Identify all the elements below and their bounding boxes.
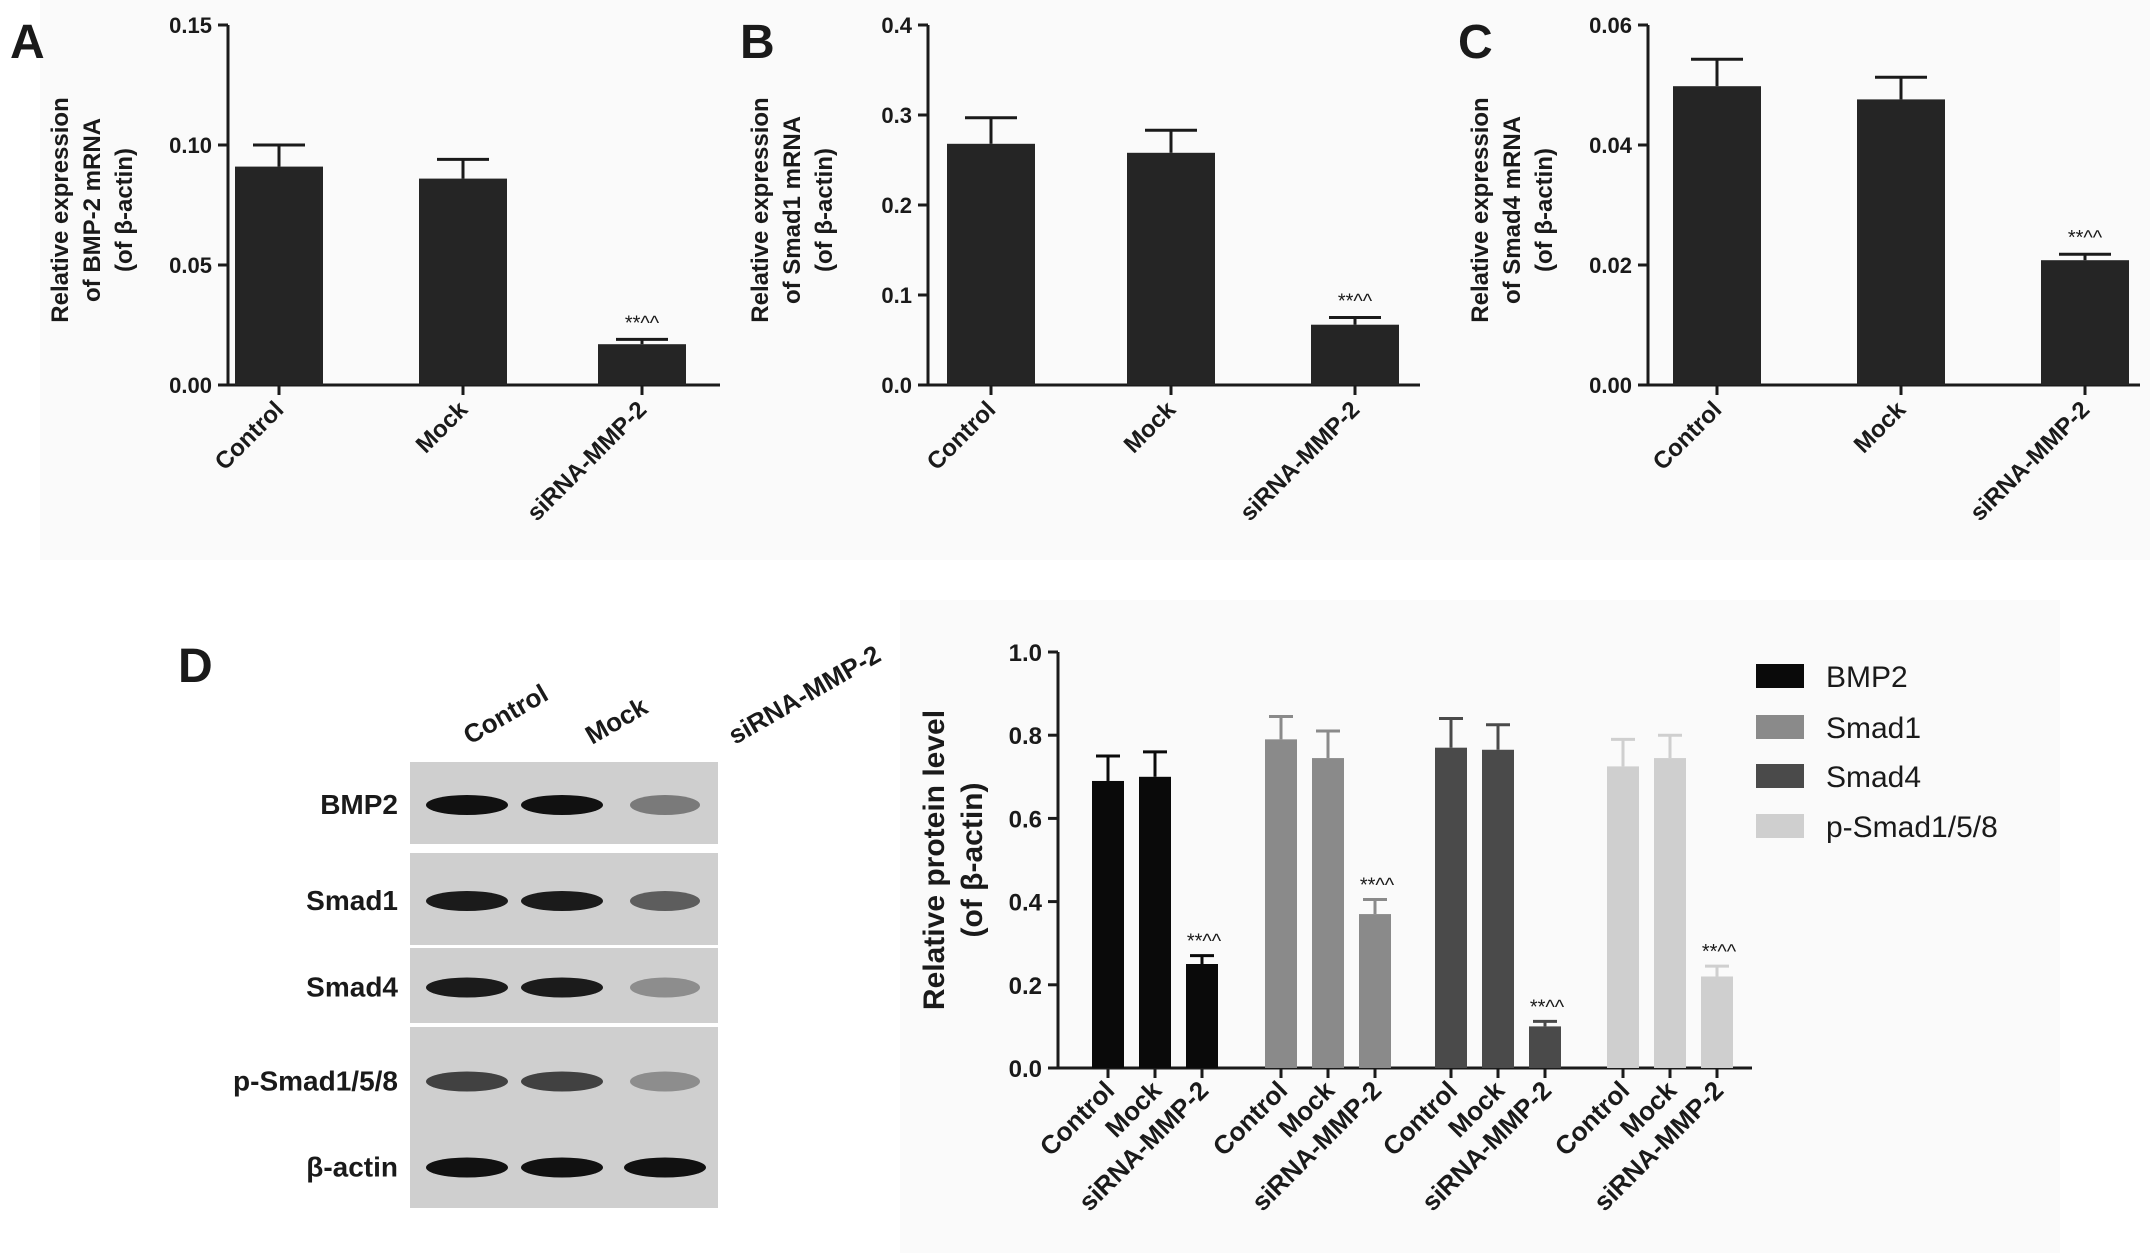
y-axis-title: of BMP-2 mRNA [79,118,106,302]
band-label: p-Smad1/5/8 [233,1066,398,1097]
y-axis-title: (of β-actin) [111,148,138,272]
blot-band [521,977,603,998]
legend-swatch [1756,664,1804,688]
blot-band [426,977,508,998]
significance-label: **^^ [1187,931,1222,953]
y-tick-label: 0.02 [1589,253,1632,278]
bar-control [1673,86,1761,385]
bar-p-smad1-5-8 [1654,758,1686,1068]
bar-smad1 [1312,758,1344,1068]
bar-p-smad1-5-8 [1701,976,1733,1068]
y-tick-label: 0.0 [1009,1056,1042,1083]
blot-band [426,891,508,911]
significance-label: **^^ [1338,291,1373,313]
y-tick-label: 0.2 [881,193,912,218]
bar-bmp2 [1139,776,1171,1068]
blot-band [630,977,700,998]
y-tick-label: 0.0 [881,373,912,398]
band-label: Smad4 [306,972,398,1003]
significance-label: **^^ [1530,996,1565,1018]
y-tick-label: 0.00 [1589,373,1632,398]
panel-label-b: B [740,16,775,69]
blot-band [426,795,508,815]
band-label: BMP2 [320,789,398,820]
blot-band [624,1157,706,1178]
bar-sirna-mmp-2 [1311,324,1399,385]
bar-bmp2 [1092,780,1124,1068]
y-tick-label: 0.10 [169,133,212,158]
blot-band [630,795,700,815]
y-tick-label: 0.05 [169,253,212,278]
blot-band [426,1071,508,1092]
y-tick-label: 0.15 [169,13,212,38]
significance-label: **^^ [1702,941,1737,963]
bar-smad1 [1359,914,1391,1068]
y-tick-label: 0.6 [1009,806,1042,833]
panel-label-d: D [178,640,213,693]
bar-control [235,166,323,385]
y-axis-title: Relative expression [47,97,74,322]
legend-swatch [1756,764,1804,788]
legend-label: p-Smad1/5/8 [1826,811,1998,844]
blot-band [521,1071,603,1092]
blot-band [630,891,700,911]
panel-label-a: A [10,16,45,69]
band-label: β-actin [306,1152,398,1183]
y-axis-title: (of β-actin) [811,148,838,272]
y-tick-label: 0.2 [1009,973,1042,1000]
bar-mock [419,178,507,385]
blot-band [521,1157,603,1178]
y-tick-label: 0.4 [1009,890,1043,917]
y-axis-title: of Smad4 mRNA [1499,116,1526,304]
y-tick-label: 0.3 [881,103,912,128]
panel-c-chart: C 0.00 0.02 0.04 0.06 Relative expression of S… [1458,13,2140,527]
bar-mock [1857,99,1945,386]
y-axis-title: Relative expression [747,97,774,322]
bar-smad4 [1529,1026,1561,1068]
legend-label: Smad4 [1826,761,1921,794]
bar-smad1 [1265,739,1297,1068]
bar-mock [1127,152,1215,385]
bar-control [947,143,1035,385]
legend-label: Smad1 [1826,712,1921,745]
y-axis-title: (of β-actin) [1531,148,1558,272]
bar-p-smad1-5-8 [1607,766,1639,1068]
bar-sirna-mmp-2 [598,344,686,385]
legend-swatch [1756,814,1804,838]
band-label: Smad1 [306,885,398,916]
y-tick-label: 1.0 [1009,640,1042,667]
y-axis-title: Relative expression [1467,97,1494,322]
blot-band [426,1157,508,1178]
bar-bmp2 [1186,964,1218,1068]
bar-sirna-mmp-2 [2041,260,2129,385]
y-tick-label: 0.06 [1589,13,1632,38]
blot-band [521,891,603,911]
y-tick-label: 0.00 [169,373,212,398]
significance-label: **^^ [1360,875,1395,897]
y-tick-label: 0.4 [881,13,912,38]
y-tick-label: 0.1 [881,283,912,308]
y-axis-title: of Smad1 mRNA [779,116,806,304]
panel-label-c: C [1458,16,1493,69]
y-axis-title: (of β-actin) [956,783,989,938]
bar-smad4 [1482,749,1514,1068]
legend-swatch [1756,715,1804,739]
legend-label: BMP2 [1826,661,1908,694]
y-tick-label: 0.8 [1009,723,1042,750]
bar-smad4 [1435,747,1467,1068]
panel-d-chart: 0.0 0.2 0.4 0.6 0.8 1.0 Relative protein level… [918,640,1998,1217]
y-axis-title: Relative protein level [918,710,951,1010]
blot-band [630,1071,700,1092]
significance-label: **^^ [625,312,660,334]
significance-label: **^^ [2068,227,2103,249]
panel-b-chart: B 0.0 0.1 0.2 0.3 0.4 Relative expression of Sm… [740,13,1420,527]
blot-band [521,795,603,815]
y-tick-label: 0.04 [1589,133,1633,158]
